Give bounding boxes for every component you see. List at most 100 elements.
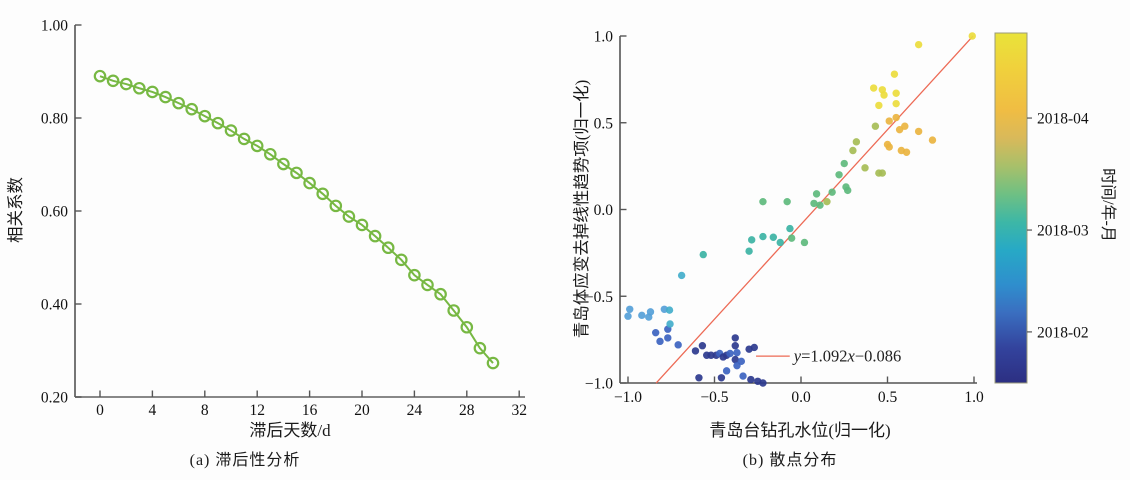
data-point-marker xyxy=(329,199,343,213)
data-point-marker xyxy=(172,96,185,110)
scatter-point xyxy=(776,238,784,247)
scatter-point xyxy=(666,320,674,328)
scatter-point xyxy=(890,70,899,78)
scatter-point xyxy=(880,91,888,99)
chart-a-x-axis-label: 滞后天数/d xyxy=(249,421,331,440)
y-tick-label: 0.40 xyxy=(41,297,68,314)
data-point-marker xyxy=(342,210,356,223)
data-point-marker xyxy=(355,218,369,232)
scatter-point xyxy=(717,374,726,382)
scatter-point xyxy=(731,334,739,342)
data-point-marker xyxy=(277,157,290,171)
y-tick-label: 0.0 xyxy=(594,202,614,219)
scatter-point xyxy=(626,305,634,313)
y-tick-label: 0.5 xyxy=(594,115,614,132)
scatter-point xyxy=(759,232,767,241)
scatter-point xyxy=(698,341,707,350)
scatter-point xyxy=(726,349,734,358)
data-point-marker xyxy=(93,69,107,83)
scatter-point xyxy=(624,312,632,320)
scatter-point xyxy=(677,271,686,280)
scatter-point xyxy=(823,197,831,206)
x-tick-label: 32 xyxy=(511,402,527,419)
scatter-point xyxy=(651,328,660,337)
scatter-point xyxy=(759,379,767,387)
scatter-point xyxy=(875,101,883,110)
scatter-point xyxy=(810,199,818,208)
y-tick-label: −0.5 xyxy=(585,289,613,306)
chart-b-y-axis-label: 青岛体应变去掉线性趋势项(归一化) xyxy=(572,79,591,339)
data-point-marker xyxy=(211,116,225,130)
data-point-marker xyxy=(133,81,146,95)
data-point-marker xyxy=(185,102,198,116)
scatter-point xyxy=(750,343,758,352)
scatter-point xyxy=(737,357,746,366)
scatter-point xyxy=(928,136,937,144)
data-point-marker xyxy=(146,85,159,99)
scatter-point xyxy=(783,197,791,206)
scatter-point xyxy=(852,138,861,146)
data-point-marker xyxy=(408,268,421,282)
scatter-point xyxy=(722,367,731,375)
scatter-point xyxy=(869,84,878,92)
scatter-point xyxy=(892,113,900,122)
scatter-point xyxy=(895,125,904,134)
scatter-point xyxy=(733,348,741,357)
chart-a-caption: (a) 滞后性分析 xyxy=(189,452,301,469)
y-tick-label: 1.00 xyxy=(41,18,68,35)
y-tick-label: 0.60 xyxy=(41,204,68,221)
data-point-marker xyxy=(460,320,474,334)
colorbar-tick-label: 2018-02 xyxy=(1037,324,1089,341)
data-point-marker xyxy=(421,278,434,292)
scatter-point xyxy=(812,190,821,198)
data-point-marker xyxy=(394,253,408,267)
scatter-point xyxy=(885,117,893,125)
scatter-point xyxy=(902,148,911,156)
scatter-point xyxy=(816,201,824,209)
scatter-point xyxy=(914,127,923,136)
scatter-point xyxy=(759,197,767,206)
y-tick-label: 0.80 xyxy=(41,111,68,128)
x-tick-label: −1.0 xyxy=(614,389,642,406)
scatter-point xyxy=(731,355,739,364)
scatter-point xyxy=(787,234,796,242)
x-tick-label: −0.5 xyxy=(700,389,728,406)
scatter-point xyxy=(664,334,672,342)
data-point-marker xyxy=(159,90,172,104)
data-point-marker xyxy=(486,356,500,370)
data-point-marker xyxy=(381,241,395,255)
scatter-point xyxy=(914,40,923,49)
scatter-point xyxy=(840,159,848,168)
x-tick-label: 20 xyxy=(354,402,370,419)
scatter-point xyxy=(885,143,893,151)
scatter-point xyxy=(699,250,707,259)
y-tick-label: −1.0 xyxy=(585,376,613,393)
scatter-point xyxy=(638,311,646,320)
scatter-point xyxy=(745,247,753,255)
scatter-point xyxy=(849,146,857,155)
fit-equation-label: y=1.092x−0.086 xyxy=(792,347,902,366)
colorbar-tick-label: 2018-03 xyxy=(1037,223,1089,240)
scatter-point xyxy=(646,308,655,316)
scatter-point xyxy=(786,224,794,233)
x-tick-label: 0 xyxy=(96,402,104,419)
x-tick-label: 16 xyxy=(302,402,318,419)
data-point-marker xyxy=(290,166,303,180)
x-tick-label: 8 xyxy=(201,402,209,419)
x-tick-label: 0.5 xyxy=(878,389,898,406)
scatter-point xyxy=(731,341,739,350)
x-tick-label: 12 xyxy=(249,402,265,419)
scatter-point xyxy=(844,186,852,195)
data-point-marker xyxy=(224,124,238,137)
scatter-point xyxy=(674,341,682,349)
data-point-marker xyxy=(368,229,382,243)
scatter-point xyxy=(747,375,755,384)
data-point-marker xyxy=(106,74,120,88)
data-point-marker xyxy=(447,304,460,317)
y-tick-label: 1.0 xyxy=(594,29,614,46)
chart-a-axes: 0.20 0.40 0.60 0.80 1.00 0 4 8 12 16 20 24 28 32 xyxy=(41,18,527,420)
scatter-point xyxy=(739,372,747,380)
y-tick-label: 0.20 xyxy=(41,390,68,407)
data-point-marker xyxy=(119,77,133,91)
scatter-points xyxy=(624,32,976,387)
